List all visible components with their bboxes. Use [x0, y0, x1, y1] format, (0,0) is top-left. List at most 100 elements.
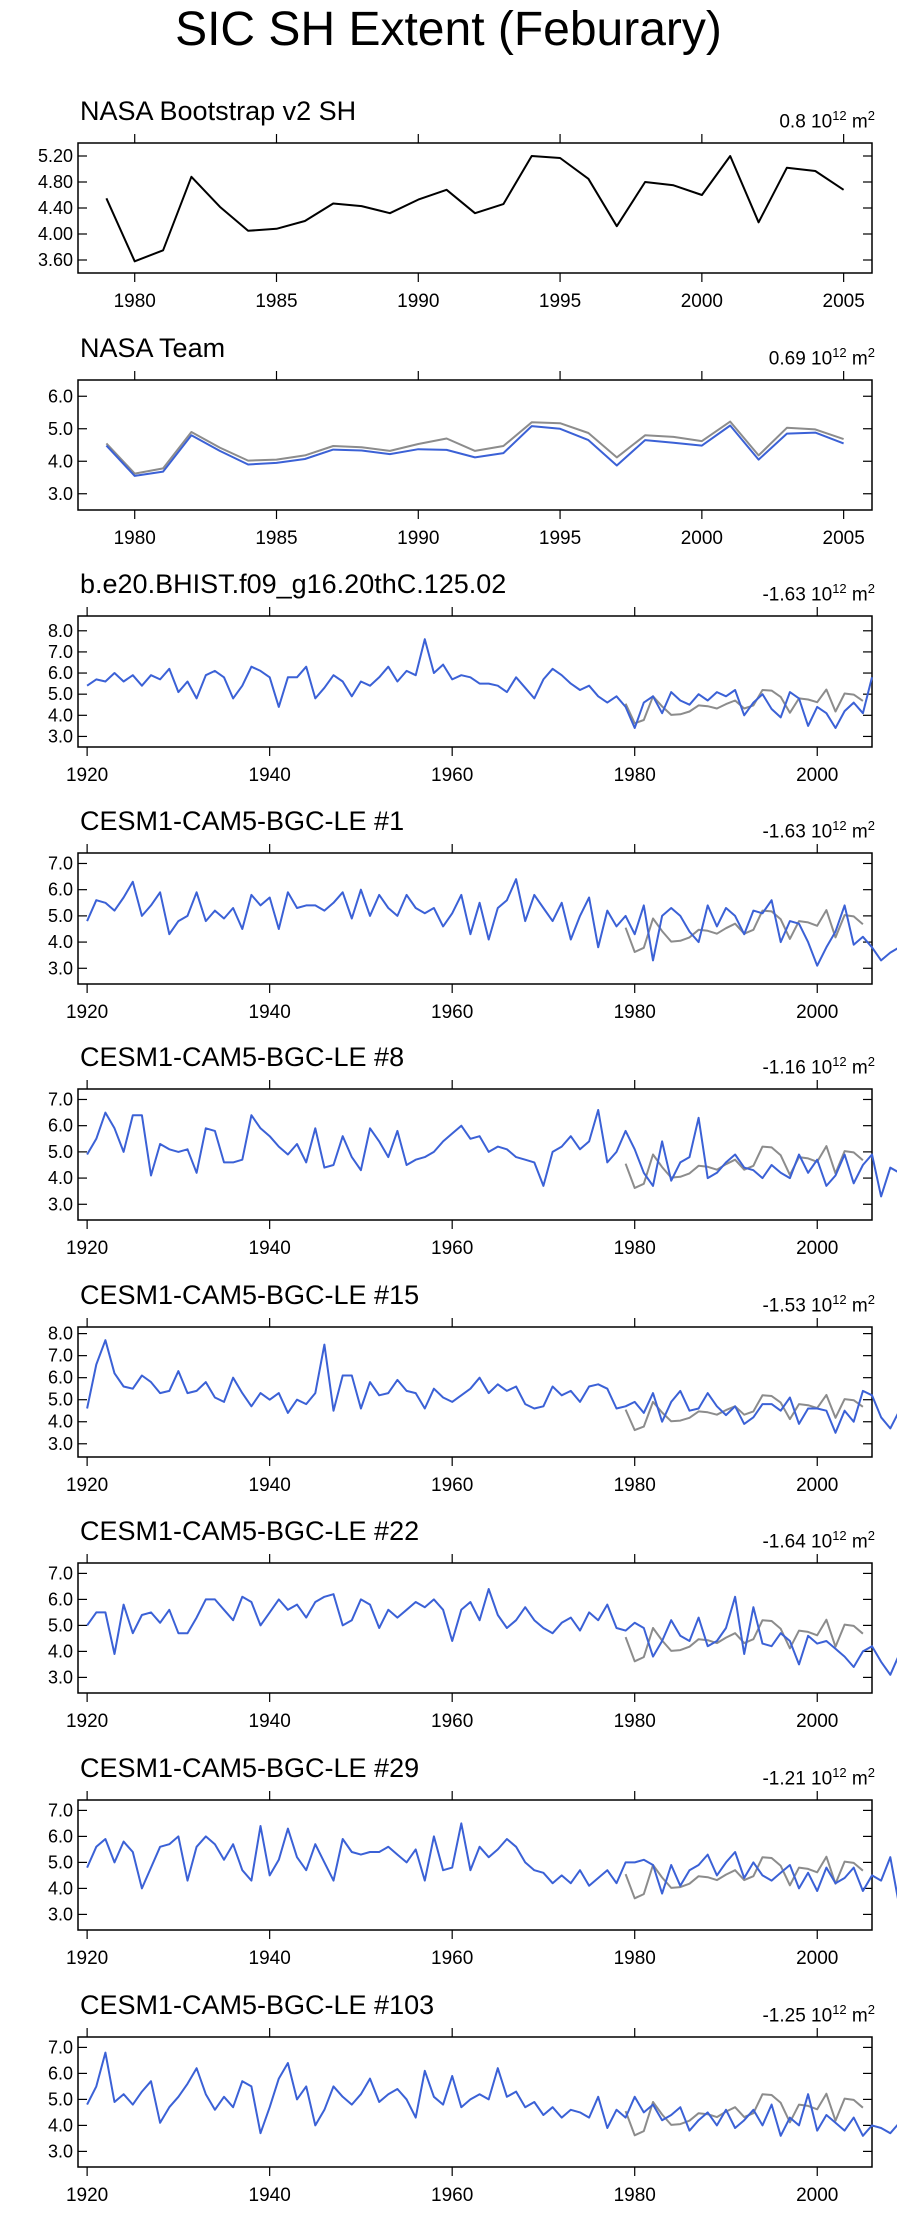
y-tick-label: 5.0	[48, 906, 73, 926]
y-tick-label: 6.0	[48, 1589, 73, 1609]
x-tick-label: 1990	[397, 528, 439, 549]
y-tick-label: 5.0	[48, 684, 73, 704]
y-tick-label: 3.0	[48, 726, 73, 746]
x-tick-label: 1940	[249, 1948, 291, 1969]
y-tick-label: 3.0	[48, 1194, 73, 1214]
x-tick-label: 2000	[796, 765, 838, 786]
x-tick-label: 1980	[614, 1475, 656, 1496]
y-tick-label: 6.0	[48, 1116, 73, 1136]
panel-trend-label: -1.63 1012 m2	[762, 818, 875, 843]
y-tick-label: 6.0	[48, 386, 73, 406]
panel-trend-label: -1.63 1012 m2	[762, 581, 875, 606]
x-tick-label: 2000	[681, 291, 723, 312]
plot-frame	[77, 1326, 873, 1458]
x-tick-label: 1940	[249, 1711, 291, 1732]
y-tick-label: 5.20	[38, 146, 73, 166]
x-tick-label: 1940	[249, 2185, 291, 2206]
y-tick-label: 3.0	[48, 2141, 73, 2161]
plot-frame	[77, 1562, 873, 1694]
y-tick-label: 4.0	[48, 1412, 73, 1432]
y-tick-label: 4.0	[48, 451, 73, 471]
y-tick-label: 4.0	[48, 1641, 73, 1661]
x-tick-label: 1960	[431, 1238, 473, 1259]
y-tick-label: 6.0	[48, 1368, 73, 1388]
y-tick-label: 5.0	[48, 419, 73, 439]
x-tick-label: 1940	[249, 1475, 291, 1496]
series-line-2	[86, 1588, 897, 1676]
series-line-1	[624, 1145, 864, 1189]
panel-trend-label: 0.69 1012 m2	[768, 345, 875, 370]
panel-title: NASA Bootstrap v2 SH	[80, 96, 357, 126]
panel-title: CESM1-CAM5-BGC-LE #15	[80, 1280, 420, 1310]
x-tick-label: 1920	[66, 765, 108, 786]
y-tick-label: 5.0	[48, 1142, 73, 1162]
series-line-1	[624, 688, 864, 725]
x-tick-label: 1980	[614, 1002, 656, 1023]
x-tick-label: 1920	[66, 1475, 108, 1496]
x-tick-label: 1940	[249, 1002, 291, 1023]
panel-9: 3.0 4.0 5.0 6.0 7.0 1920 1940 1960 1980 2000	[48, 2028, 897, 2206]
x-tick-label: 1940	[249, 1238, 291, 1259]
x-tick-label: 2000	[796, 1238, 838, 1259]
panel-trend-label: -1.16 1012 m2	[762, 1054, 875, 1079]
x-tick-label: 1960	[431, 1475, 473, 1496]
plot-frame	[77, 852, 873, 985]
y-tick-label: 7.0	[48, 853, 73, 873]
panel-3: 3.04.05.06.07.08.0 1920 1940 1960 1980 2000	[48, 607, 873, 786]
panel-7: 3.0 4.0 5.0 6.0 7.0 1920 1940 1960 1980 2000	[48, 1554, 897, 1732]
x-tick-label: 2000	[796, 1948, 838, 1969]
x-tick-label: 1920	[66, 1948, 108, 1969]
x-tick-label: 1980	[114, 528, 156, 549]
y-tick-label: 5.0	[48, 1615, 73, 1635]
plot-frame	[77, 1088, 873, 1221]
series-line-2	[86, 638, 873, 729]
x-tick-label: 1985	[255, 528, 297, 549]
y-tick-label: 5.0	[48, 2089, 73, 2109]
series-line-2	[86, 1822, 897, 1900]
y-tick-label: 4.0	[48, 1168, 73, 1188]
y-tick-label: 8.0	[48, 621, 73, 641]
y-tick-label: 3.0	[48, 958, 73, 978]
y-tick-label: 7.0	[48, 2037, 73, 2057]
y-tick-label: 5.0	[48, 1390, 73, 1410]
plot-frame	[77, 2036, 873, 2168]
panel-title: CESM1-CAM5-BGC-LE #103	[80, 1990, 435, 2020]
figure-title: SIC SH Extent (Feburary)	[175, 3, 722, 56]
x-tick-label: 1980	[614, 1948, 656, 1969]
x-tick-label: 2005	[823, 291, 865, 312]
series-line-2	[86, 1339, 897, 1434]
y-tick-label: 3.0	[48, 1904, 73, 1924]
panel-trend-label: -1.25 1012 m2	[762, 2002, 875, 2027]
y-tick-label: 7.0	[48, 1563, 73, 1583]
x-tick-label: 1980	[114, 291, 156, 312]
series-line-2	[86, 878, 897, 967]
panel-6: 3.04.05.06.07.08.0 1920 1940 1960 1980 2000	[48, 1318, 897, 1496]
panel-trend-label: -1.64 1012 m2	[762, 1528, 875, 1553]
series-line-1	[105, 420, 844, 475]
y-tick-label: 4.80	[38, 172, 73, 192]
panel-5: 3.0 4.0 5.0 6.0 7.0 1920 1940 1960 1980 2000	[48, 1080, 897, 1259]
y-tick-label: 4.40	[38, 198, 73, 218]
x-tick-label: 1920	[66, 2185, 108, 2206]
panel-title: b.e20.BHIST.f09_g16.20thC.125.02	[80, 569, 507, 599]
panel-trend-label: -1.53 1012 m2	[762, 1292, 875, 1317]
panel-title: NASA Team	[80, 333, 226, 363]
y-tick-label: 3.60	[38, 250, 73, 270]
y-tick-label: 6.0	[48, 880, 73, 900]
x-tick-label: 1960	[431, 1002, 473, 1023]
x-tick-label: 2000	[796, 1475, 838, 1496]
y-tick-label: 4.00	[38, 224, 73, 244]
x-tick-label: 1960	[431, 765, 473, 786]
panel-trend-label: -1.21 1012 m2	[762, 1765, 875, 1790]
x-tick-label: 1995	[539, 291, 581, 312]
x-tick-label: 1990	[397, 291, 439, 312]
y-tick-label: 4.0	[48, 705, 73, 725]
y-tick-label: 3.0	[48, 1434, 73, 1454]
panel-1: 3.60 4.00 4.40 4.80 5.20 1980 1985 1990 1995 2000…	[38, 134, 873, 312]
y-tick-label: 7.0	[48, 642, 73, 662]
y-tick-label: 6.0	[48, 1826, 73, 1846]
y-tick-label: 4.0	[48, 2115, 73, 2135]
y-tick-label: 5.0	[48, 1852, 73, 1872]
series-line-2	[86, 1109, 897, 1198]
